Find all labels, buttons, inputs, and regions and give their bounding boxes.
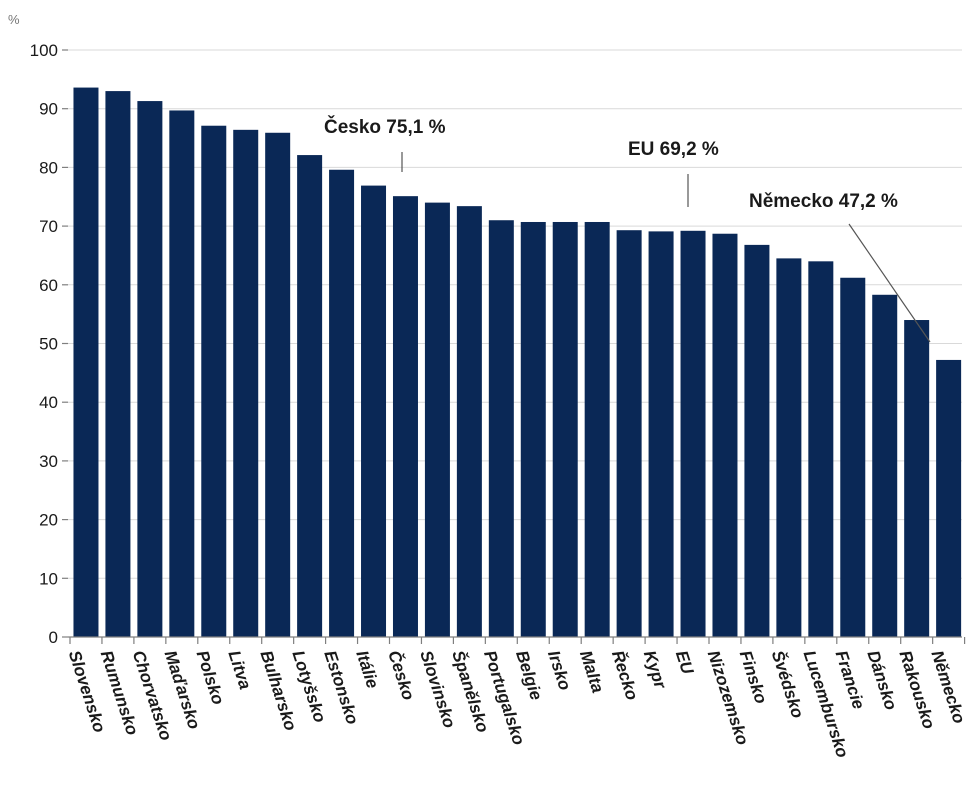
bar <box>361 185 387 638</box>
annotation-leader-line <box>848 223 931 343</box>
x-axis-category-label: EU <box>672 648 698 677</box>
bar <box>872 294 898 637</box>
x-axis-category-label: Itálie <box>352 648 382 691</box>
bar <box>904 320 930 637</box>
bar <box>744 244 770 637</box>
y-axis-tick-label: 0 <box>49 628 58 647</box>
y-axis-unit-label: % <box>8 12 20 27</box>
x-axis-category-label: Finsko <box>736 648 771 706</box>
bar <box>105 91 131 638</box>
x-axis-category-label: Malta <box>576 648 608 695</box>
bar <box>840 277 866 637</box>
x-axis-category-label: Irsko <box>544 648 575 693</box>
bar <box>169 110 195 637</box>
bar <box>712 233 738 637</box>
bar <box>488 220 514 638</box>
bar <box>520 221 546 637</box>
annotation-label: Česko 75,1 % <box>324 116 446 138</box>
x-axis-category-label: Francie <box>832 648 869 711</box>
y-axis-tick-label: 20 <box>39 511 58 530</box>
bar <box>201 125 227 638</box>
bar <box>648 231 674 637</box>
y-axis-tick-label: 30 <box>39 452 58 471</box>
bar <box>456 206 482 637</box>
bar <box>233 129 259 637</box>
x-axis-category-label: Litva <box>225 648 255 692</box>
y-axis-tick-label: 80 <box>39 158 58 177</box>
bar <box>680 230 706 637</box>
x-axis <box>68 636 966 644</box>
bar <box>584 221 610 637</box>
bars <box>73 87 962 638</box>
bar <box>776 258 802 637</box>
bar <box>936 359 962 637</box>
x-axis-category-label: Kypr <box>640 648 670 692</box>
x-axis-category-label: Dánsko <box>864 648 901 712</box>
x-axis-category-label: Řecko <box>608 648 642 702</box>
bar <box>552 221 578 637</box>
y-axis-tick-label: 60 <box>39 276 58 295</box>
bar <box>329 169 355 638</box>
bar <box>73 87 99 638</box>
bar <box>297 155 323 637</box>
y-axis-tick-labels: 0 10 20 30 40 50 60 70 80 90 100 <box>30 41 68 647</box>
y-axis-tick-label: 70 <box>39 217 58 236</box>
bar <box>392 196 418 637</box>
x-axis-category-label: Belgie <box>512 648 546 702</box>
y-axis-tick-label: 50 <box>39 335 58 354</box>
x-axis-category-label: Česko <box>384 648 418 702</box>
annotation-label: Německo 47,2 % <box>749 191 898 212</box>
y-axis-tick-label: 90 <box>39 100 58 119</box>
bar <box>616 230 642 638</box>
annotation-label: EU 69,2 % <box>628 139 719 160</box>
x-axis-category-labels: SlovenskoRumunskoChorvatskoMaďarskoPolsk… <box>65 648 969 760</box>
annotations: Česko 75,1 % EU 69,2 % Německo 47,2 % <box>324 116 931 343</box>
bar <box>265 132 291 637</box>
bar <box>137 101 163 638</box>
y-axis-tick-label: 100 <box>30 41 58 60</box>
bar <box>424 202 450 637</box>
bar <box>808 261 834 637</box>
y-axis-tick-label: 10 <box>39 569 58 588</box>
x-axis-category-label: Polsko <box>193 648 228 707</box>
y-axis-tick-label: 40 <box>39 393 58 412</box>
